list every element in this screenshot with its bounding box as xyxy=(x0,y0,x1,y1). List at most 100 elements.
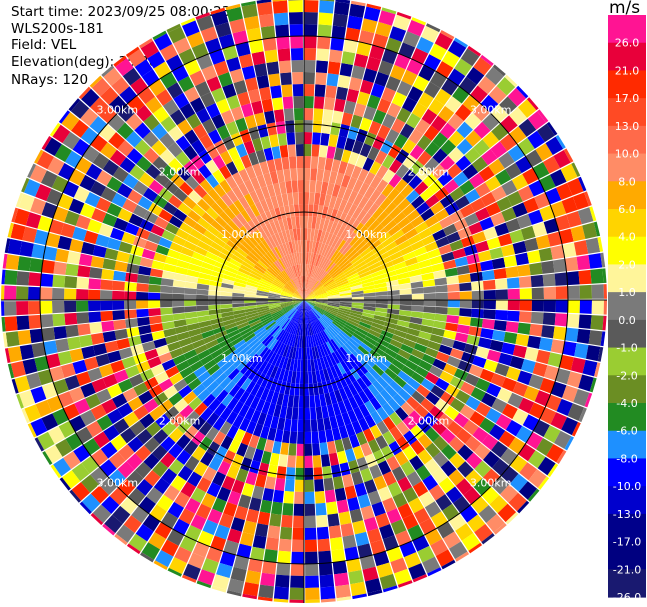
velocity-gate xyxy=(278,454,288,468)
velocity-gate xyxy=(555,368,571,385)
velocity-gate xyxy=(570,225,586,242)
velocity-gate xyxy=(279,381,287,394)
velocity-gate xyxy=(219,376,232,390)
velocity-gate xyxy=(368,329,381,338)
velocity-gate xyxy=(274,232,283,246)
velocity-gate xyxy=(219,165,232,180)
velocity-gate xyxy=(326,306,339,311)
velocity-gate xyxy=(127,396,143,412)
velocity-gate xyxy=(207,188,221,202)
velocity-gate xyxy=(363,303,376,308)
velocity-gate xyxy=(411,300,424,306)
velocity-gate xyxy=(114,328,128,340)
velocity-gate xyxy=(323,259,333,271)
velocity-gate xyxy=(289,279,298,291)
velocity-gate xyxy=(40,314,54,328)
velocity-gate xyxy=(372,380,385,393)
velocity-gate xyxy=(351,300,364,303)
velocity-gate xyxy=(300,323,303,336)
velocity-gate xyxy=(248,252,260,263)
velocity-gate xyxy=(143,210,159,224)
velocity-gate xyxy=(439,370,454,384)
velocity-gate xyxy=(227,146,240,162)
colorbar-tick-label: -10.0 xyxy=(613,480,641,493)
colorbar-unit: m/s xyxy=(609,0,641,18)
velocity-gate xyxy=(331,184,341,198)
velocity-gate xyxy=(273,261,283,273)
velocity-gate xyxy=(489,424,506,441)
velocity-gate xyxy=(304,291,314,300)
velocity-gate xyxy=(78,86,91,100)
velocity-gate xyxy=(226,161,239,176)
velocity-gate xyxy=(415,366,429,378)
velocity-gate xyxy=(269,452,280,466)
velocity-gate xyxy=(550,412,568,430)
velocity-gate xyxy=(251,356,262,368)
velocity-gate xyxy=(196,294,209,300)
velocity-gate xyxy=(439,155,456,171)
velocity-gate xyxy=(467,514,486,533)
velocity-gate xyxy=(208,290,221,296)
colorbar-tick-label: 2.0 xyxy=(618,258,636,271)
velocity-gate xyxy=(456,324,470,335)
velocity-gate xyxy=(411,47,429,65)
velocity-gate xyxy=(90,466,108,485)
colorbar-segment xyxy=(608,458,646,487)
velocity-gate xyxy=(531,300,544,312)
velocity-gate xyxy=(360,468,373,483)
velocity-gate xyxy=(88,300,101,312)
velocity-gate xyxy=(269,306,282,312)
velocity-gate xyxy=(23,179,41,197)
velocity-gate xyxy=(395,266,409,275)
velocity-gate xyxy=(325,232,334,246)
velocity-gate xyxy=(507,87,527,107)
velocity-gate xyxy=(313,284,324,293)
velocity-gate xyxy=(307,264,312,277)
velocity-gate xyxy=(308,371,313,384)
velocity-gate xyxy=(281,193,289,207)
velocity-gate xyxy=(486,382,502,398)
velocity-gate xyxy=(196,289,209,295)
velocity-gate xyxy=(104,248,119,261)
velocity-gate xyxy=(279,244,287,257)
velocity-gate xyxy=(316,320,324,332)
velocity-gate xyxy=(285,358,292,371)
velocity-gate xyxy=(178,253,192,263)
velocity-gate xyxy=(313,267,321,279)
velocity-gate xyxy=(279,206,287,219)
velocity-gate xyxy=(95,197,112,213)
velocity-gate xyxy=(260,387,270,401)
velocity-gate xyxy=(305,323,308,336)
velocity-gate xyxy=(501,180,518,196)
velocity-gate xyxy=(142,131,159,148)
velocity-gate xyxy=(291,539,304,552)
velocity-gate xyxy=(266,122,278,136)
velocity-gate xyxy=(286,254,293,267)
velocity-gate xyxy=(449,239,464,252)
velocity-gate xyxy=(106,176,123,192)
velocity-gate xyxy=(91,448,109,467)
velocity-gate xyxy=(92,504,112,523)
velocity-gate xyxy=(136,479,153,496)
velocity-gate xyxy=(564,256,579,272)
velocity-gate xyxy=(409,144,425,160)
velocity-gate xyxy=(317,382,324,395)
velocity-gate xyxy=(326,73,339,87)
velocity-gate xyxy=(100,142,117,159)
velocity-gate xyxy=(288,308,297,319)
velocity-gate xyxy=(456,121,473,139)
velocity-gate xyxy=(372,33,389,49)
velocity-gate xyxy=(482,113,500,131)
velocity-gate xyxy=(564,436,574,451)
velocity-gate xyxy=(391,229,405,241)
velocity-gate xyxy=(241,261,254,270)
velocity-gate xyxy=(563,148,574,163)
velocity-gate xyxy=(176,434,191,450)
velocity-gate xyxy=(271,501,283,515)
velocity-gate xyxy=(318,270,327,282)
velocity-gate xyxy=(285,307,296,317)
velocity-gate xyxy=(196,477,212,493)
velocity-gate xyxy=(125,365,140,379)
velocity-gate xyxy=(292,295,304,300)
velocity-gate xyxy=(276,36,290,50)
